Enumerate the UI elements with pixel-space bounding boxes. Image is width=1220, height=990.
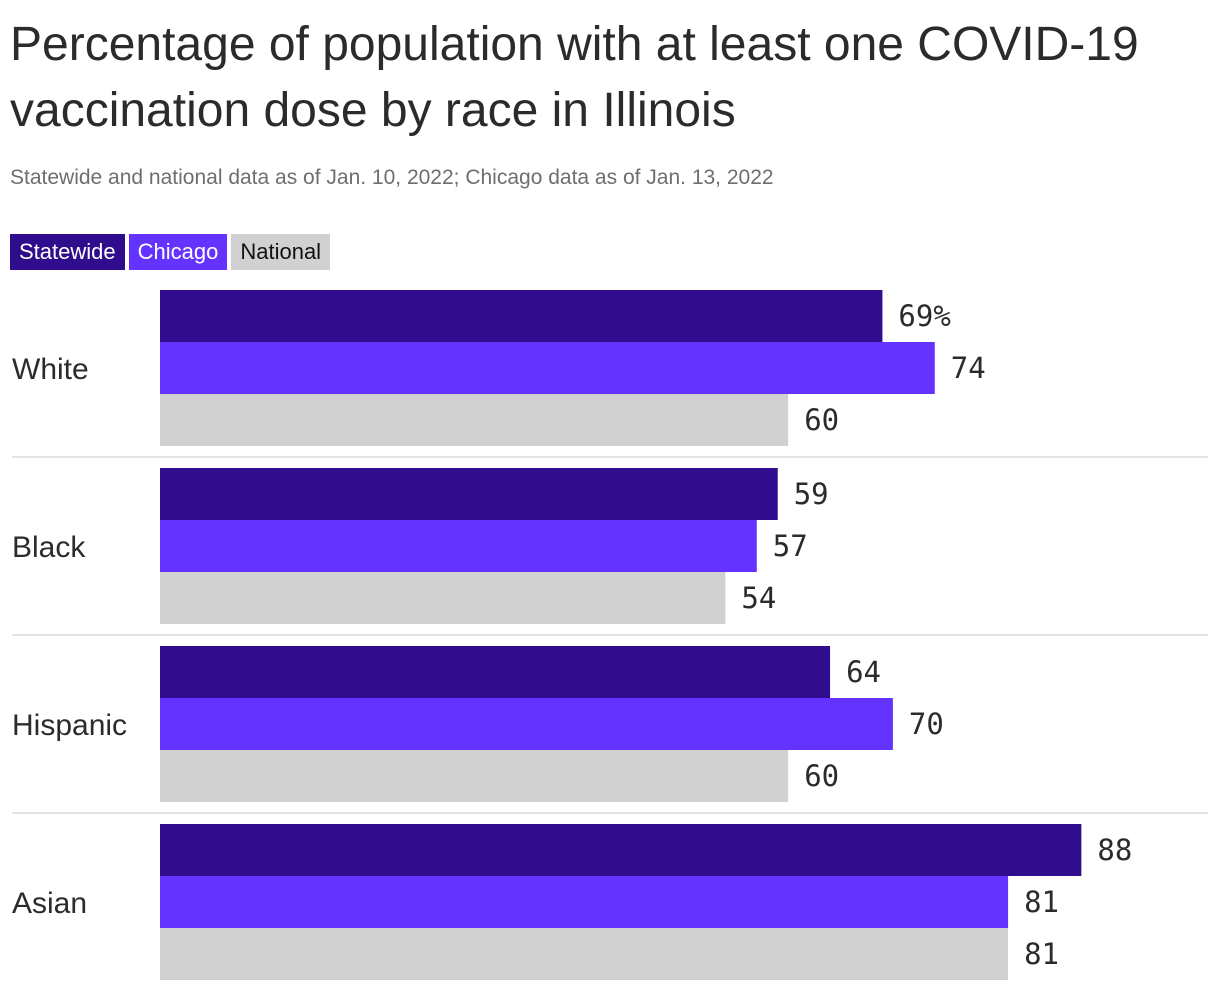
chart-title: Percentage of population with at least o… [10, 18, 1139, 137]
bar-asian-statewide [160, 824, 1082, 876]
value-label-asian-statewide: 88 [1097, 833, 1132, 867]
bar-hispanic-statewide [160, 646, 831, 698]
value-label-asian-chicago: 81 [1024, 885, 1059, 919]
category-label-asian: Asian [12, 887, 87, 920]
bar-asian-national [160, 928, 1009, 980]
value-label-black-statewide: 59 [794, 477, 829, 511]
legend-item-national: National [231, 234, 331, 270]
value-label-hispanic-national: 60 [804, 759, 839, 793]
bar-black-chicago [160, 520, 757, 572]
value-label-black-national: 54 [741, 581, 776, 615]
bar-asian-chicago [160, 876, 1009, 928]
category-label-black: Black [12, 531, 86, 564]
bar-hispanic-chicago [160, 698, 893, 750]
bar-white-national [160, 394, 789, 446]
value-label-white-national: 60 [804, 403, 839, 437]
value-label-hispanic-chicago: 70 [909, 707, 944, 741]
legend-item-chicago: Chicago [128, 234, 228, 270]
value-label-black-chicago: 57 [773, 529, 808, 563]
category-label-white: White [12, 353, 89, 386]
value-label-white-chicago: 74 [951, 351, 986, 385]
chart-subtitle: Statewide and national data as of Jan. 1… [10, 166, 774, 189]
legend: Statewide Chicago National [10, 234, 331, 270]
legend-item-statewide: Statewide [10, 234, 125, 270]
bar-hispanic-national [160, 750, 789, 802]
bar-white-statewide [160, 290, 883, 342]
bar-black-statewide [160, 468, 778, 520]
value-label-white-statewide: 69% [898, 299, 950, 333]
bar-white-chicago [160, 342, 935, 394]
category-label-hispanic: Hispanic [12, 709, 127, 742]
value-label-hispanic-statewide: 64 [846, 655, 881, 689]
bar-black-national [160, 572, 726, 624]
value-label-asian-national: 81 [1024, 937, 1059, 971]
